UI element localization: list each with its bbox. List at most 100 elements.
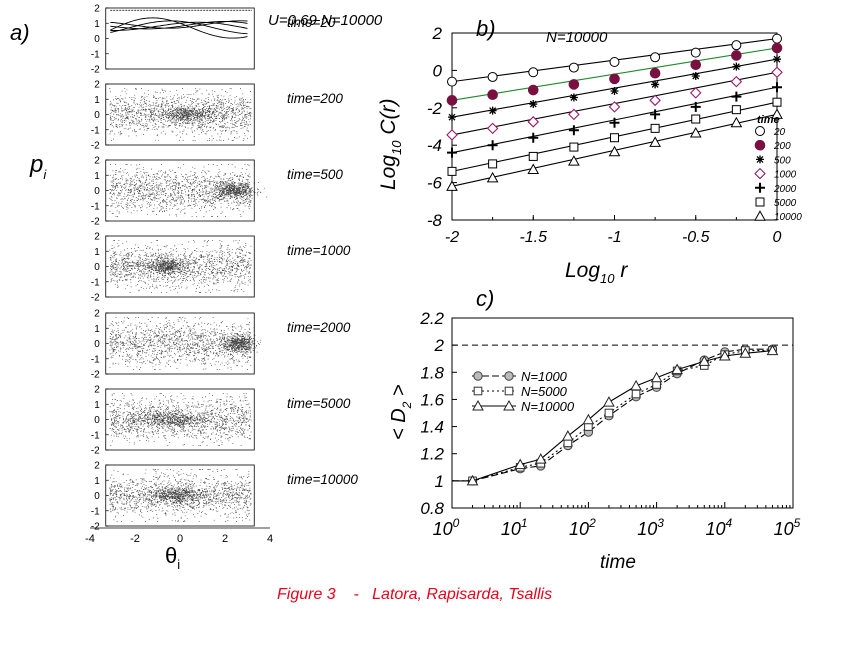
marker-open-triangle	[527, 163, 540, 175]
y-tick-label: 0	[433, 61, 443, 80]
marker-plus	[568, 125, 579, 136]
marker-triangle	[739, 347, 752, 358]
marker-filled-circle	[649, 67, 661, 79]
series-N=5000	[452, 346, 777, 486]
y-tick-label: 2	[94, 309, 100, 320]
marker-filled-circle	[731, 50, 742, 61]
marker-asterisk	[488, 106, 497, 115]
snapshot-10000: 2 1 0 -1 -2 time=10000	[91, 461, 359, 533]
marker-open-triangle	[608, 145, 621, 157]
marker-asterisk	[529, 100, 538, 109]
series-5000	[447, 97, 782, 176]
marker-open-diamond	[730, 75, 743, 88]
y-tick-label: -1	[91, 49, 100, 60]
marker-filled-circle	[487, 89, 498, 101]
x-tick-label: 105	[774, 516, 801, 539]
marker-filled-circle	[771, 42, 783, 54]
y-tick-label: 2	[94, 156, 100, 167]
y-tick-label: -2	[91, 217, 100, 228]
panel-c-chart: 100 101 102 103 104 105 0.8 1 1.2 1.4 1.6 1.8 2 2.2 N=…	[419, 309, 800, 539]
marker-triangle	[472, 399, 484, 411]
marker-open-square	[650, 123, 660, 133]
series-N=10000	[452, 344, 779, 486]
y-tick-label: 0	[94, 262, 100, 273]
snapshot-time-label: time=20	[287, 15, 336, 30]
marker-asterisk	[732, 62, 741, 71]
marker-triangle	[503, 399, 515, 411]
legend-label: 200	[773, 141, 791, 152]
legend-label: 500	[774, 155, 791, 166]
marker-asterisk	[448, 113, 456, 122]
marker-open-circle	[528, 67, 539, 78]
y-tick-label: 2	[94, 385, 100, 396]
snapshot-time-label: time=1000	[287, 243, 351, 258]
phase-points	[109, 240, 252, 293]
x-tick-label: 103	[637, 516, 664, 539]
x-tick-label: 0	[177, 533, 183, 545]
marker-plus	[528, 132, 539, 143]
legend-label: 20	[773, 127, 786, 138]
y-tick-label: 1	[94, 324, 100, 335]
marker-open-square	[528, 151, 538, 161]
panel-b-label: b)	[476, 16, 496, 41]
marker-open-circle	[731, 40, 742, 51]
snapshot-200: 2 1 0 -1 -2 time=200	[91, 80, 344, 152]
marker-plus	[772, 82, 782, 93]
panel-a-xlabel: θi	[165, 543, 180, 572]
panel-a-params: U=0.69 N=10000	[268, 12, 383, 29]
panel-c-label: c)	[476, 286, 494, 311]
y-tick-label: -2	[427, 99, 443, 118]
y-tick-label: 0.8	[420, 499, 444, 518]
y-tick-label: -2	[91, 65, 100, 76]
x-tick-label: 100	[433, 516, 460, 539]
y-tick-label: -1	[91, 125, 100, 136]
marker-plus	[731, 91, 742, 102]
y-tick-label: -4	[427, 136, 442, 155]
series-1000	[446, 66, 783, 141]
panel-b-ylabel: Log10 C(r)	[377, 99, 404, 191]
series-500	[448, 55, 781, 122]
y-tick-label: 1.4	[420, 418, 444, 437]
marker-filled-circle	[690, 59, 702, 71]
marker-triangle	[534, 453, 547, 464]
legend-label: N=10000	[521, 399, 575, 414]
marker-asterisk	[569, 93, 578, 102]
marker-open-triangle	[446, 180, 458, 191]
panel-a-snapshots: 2 1 0 -1 -2 time=20 2 1 0 -1 -2 time=200 2 1 0 -1 -2 time…	[85, 4, 358, 546]
x-tick-label: -2	[445, 229, 459, 246]
x-tick-label: -1	[607, 229, 621, 246]
marker-open-triangle	[730, 116, 743, 128]
panel-b-annotation: N=10000	[546, 29, 608, 46]
marker-open-square	[569, 142, 579, 152]
marker-open-square	[772, 97, 782, 107]
panel-c-ylabel: < D2 >	[388, 384, 414, 440]
marker-asterisk	[756, 155, 764, 164]
x-tick-label: 0	[773, 229, 782, 246]
figure-caption: Figure 3 - Latora, Rapisarda, Tsallis	[277, 586, 552, 603]
y-tick-label: 0	[94, 491, 100, 502]
marker-triangle	[650, 371, 663, 383]
legend-label: 5000	[774, 198, 797, 209]
plot-frame	[451, 317, 794, 509]
y-tick-label: 1	[435, 472, 444, 491]
marker-triangle	[603, 396, 615, 407]
y-tick-label: 1	[94, 95, 100, 106]
x-tick-label: 104	[705, 516, 732, 539]
marker-asterisk	[651, 80, 660, 89]
marker-filled-circle	[446, 95, 458, 106]
marker-filled-circle	[609, 73, 620, 85]
marker-triangle	[766, 344, 779, 356]
panel-b-xlabel: Log10 r	[565, 259, 628, 286]
y-tick-label: 1	[94, 247, 100, 258]
y-tick-label: 0	[94, 339, 100, 350]
y-tick-label: 2	[432, 24, 443, 43]
y-tick-label: -8	[427, 211, 443, 230]
marker-plus	[447, 147, 457, 158]
y-tick-label: 1	[94, 171, 100, 182]
snapshot-time-label: time=200	[287, 91, 343, 106]
marker-open-triangle	[568, 155, 580, 166]
marker-open-diamond	[568, 108, 580, 121]
x-tick-label: -1.5	[519, 229, 547, 246]
y-tick-label: 2	[94, 80, 100, 91]
marker-open-diamond	[608, 101, 621, 113]
